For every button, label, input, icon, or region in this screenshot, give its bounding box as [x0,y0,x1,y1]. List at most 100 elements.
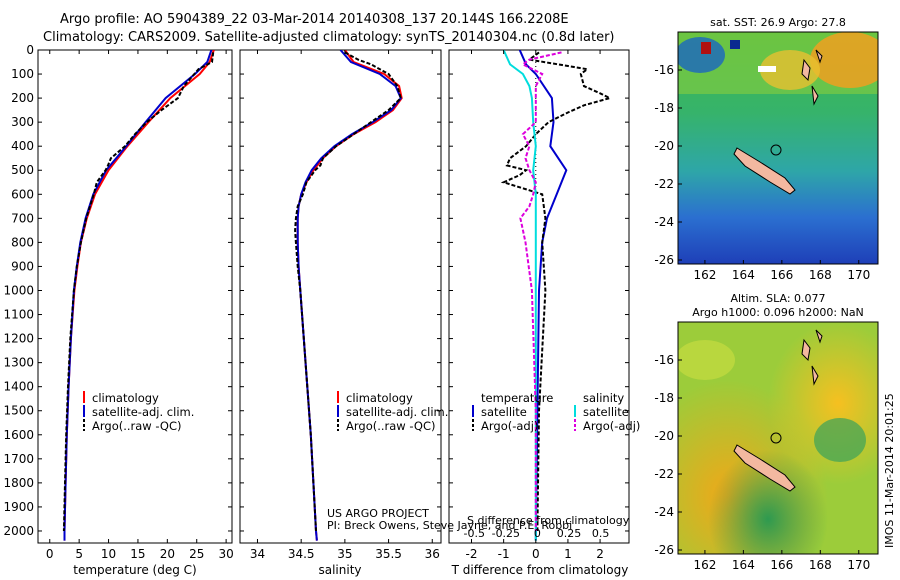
x-tick-label: 25 [189,547,204,561]
map-y-tick-label: -20 [654,429,674,443]
x-tick-label: 36 [425,547,440,561]
y-tick-label: 1500 [3,404,34,418]
x-tick-label: 35.5 [375,547,402,561]
x-tick-label: 5 [75,547,83,561]
sst-cold-pixel [730,40,740,49]
map-x-tick-label: 168 [809,558,832,572]
series-satellite [296,50,402,541]
sla-map-panel: Altim. SLA: 0.077 Argo h1000: 0.096 h200… [654,292,879,572]
y-tick-label: 1400 [3,380,34,394]
y-tick-label: 700 [11,211,34,225]
legend-t-argo-label: Argo(-adj) [481,419,538,433]
map-y-tick-label: -22 [654,467,674,481]
x-tick-label: 34 [250,547,265,561]
credits-line2: PI: Breck Owens, Steve Jayne, and P.E. R… [327,519,572,532]
x-tick-label: 15 [130,547,145,561]
x-tick-label: 1 [564,547,572,561]
temperature-profile-panel: 0 5 10 15 20 25 30 0 100 200 300 400 500 600 700 800 90… [3,43,233,577]
s-tick-label: 0 [534,527,541,540]
sst-warm-patch [810,32,878,88]
sst-map-panel: sat. SST: 26.9 Argo: 27.8 162 164 166 168 17… [654,16,879,282]
map-y-tick-label: -20 [654,139,674,153]
salinity-legend: climatology satellite-adj. clim. Argo(..… [337,391,448,433]
y-tick-label: 1000 [3,283,34,297]
sst-map-title: sat. SST: 26.9 Argo: 27.8 [710,16,846,29]
y-tick-label: 100 [11,67,34,81]
s-tick-label: 0.5 [592,527,610,540]
sla-map-title2: Argo h1000: 0.096 h2000: NaN [692,306,864,319]
map-y-tick-label: -26 [654,543,674,557]
difference-panel: -2 -1 0 1 2 -0.5 -0.25 0 0.25 0.5 S difference fr… [448,49,640,577]
map-y-tick-label: -16 [654,353,674,367]
map-x-tick-label: 164 [732,268,755,282]
temperature-legend: climatology satellite-adj. clim. Argo(..… [83,391,194,433]
sla-low-patch [814,418,866,462]
series-temperature-argo [500,51,613,532]
difference-t-xlabel: T difference from climatology [451,563,629,577]
sla-map-title1: Altim. SLA: 0.077 [730,292,825,305]
argo-location-marker [770,432,782,444]
x-tick-label: 0 [532,547,540,561]
sst-missing-pixel [758,66,776,72]
legend-satellite-label: satellite-adj. clim. [346,405,448,419]
series-salinity-argo [519,51,562,531]
map-y-tick-label: -18 [654,101,674,115]
y-tick-label: 300 [11,115,34,129]
salinity-profile-panel: 34 34.5 35 35.5 36 salinity climatology sate… [239,49,572,577]
y-tick-label: 1800 [3,476,34,490]
x-tick-label: -1 [498,547,510,561]
legend-s-satellite-label: satellite [583,405,629,419]
y-tick-label: 600 [11,187,34,201]
series-temperature-satellite [518,50,568,541]
legend-s-argo-label: Argo(-adj) [583,419,640,433]
credits-line1: US ARGO PROJECT [327,507,429,520]
map-y-tick-label: -22 [654,177,674,191]
series-argo [62,52,215,532]
series-climatology [63,50,215,541]
difference-axes-frame [448,49,630,544]
s-tick-label: -0.25 [492,527,520,540]
sla-map-frame [677,321,879,555]
temperature-xlabel: temperature (deg C) [73,563,196,577]
legend-climatology-label: climatology [346,391,413,405]
legend-argo-label: Argo(..raw -QC) [92,419,182,433]
y-tick-label: 1300 [3,356,34,370]
series-satellite [63,50,213,541]
legend-argo-label: Argo(..raw -QC) [346,419,436,433]
y-tick-label: 0 [26,43,34,57]
map-x-tick-label: 166 [770,268,793,282]
y-tick-label: 1700 [3,452,34,466]
x-tick-label: 10 [101,547,116,561]
x-tick-label: 20 [160,547,175,561]
map-y-tick-label: -24 [654,215,674,229]
s-tick-label: 0.25 [557,527,582,540]
temperature-axes-frame [37,49,233,544]
series-salinity-satellite [502,50,537,541]
x-tick-label: 34.5 [288,547,315,561]
map-y-tick-label: -16 [654,63,674,77]
imos-timestamp: IMOS 11-Mar-2014 20:01:25 [883,393,896,548]
legend-satellite-label: satellite-adj. clim. [92,405,194,419]
x-tick-label: 35 [337,547,352,561]
y-tick-label: 1100 [3,308,34,322]
map-x-tick-label: 170 [847,268,870,282]
map-y-tick-label: -26 [654,253,674,267]
vanuatu-islands [801,329,823,386]
difference-legend: temperature salinity satellite Argo(-adj… [472,391,640,433]
vanuatu-islands [801,49,823,106]
y-tick-label: 1600 [3,428,34,442]
x-tick-label: 30 [218,547,233,561]
y-tick-label: 900 [11,259,34,273]
map-x-tick-label: 168 [809,268,832,282]
map-y-tick-label: -24 [654,505,674,519]
map-x-tick-label: 164 [732,558,755,572]
map-y-tick-label: -18 [654,391,674,405]
y-tick-label: 800 [11,235,34,249]
x-tick-label: 0 [46,547,54,561]
x-tick-label: 2 [596,547,604,561]
s-tick-label: -0.5 [464,527,485,540]
new-caledonia-island [733,147,796,195]
series-argo [294,51,402,532]
y-tick-label: 1200 [3,332,34,346]
